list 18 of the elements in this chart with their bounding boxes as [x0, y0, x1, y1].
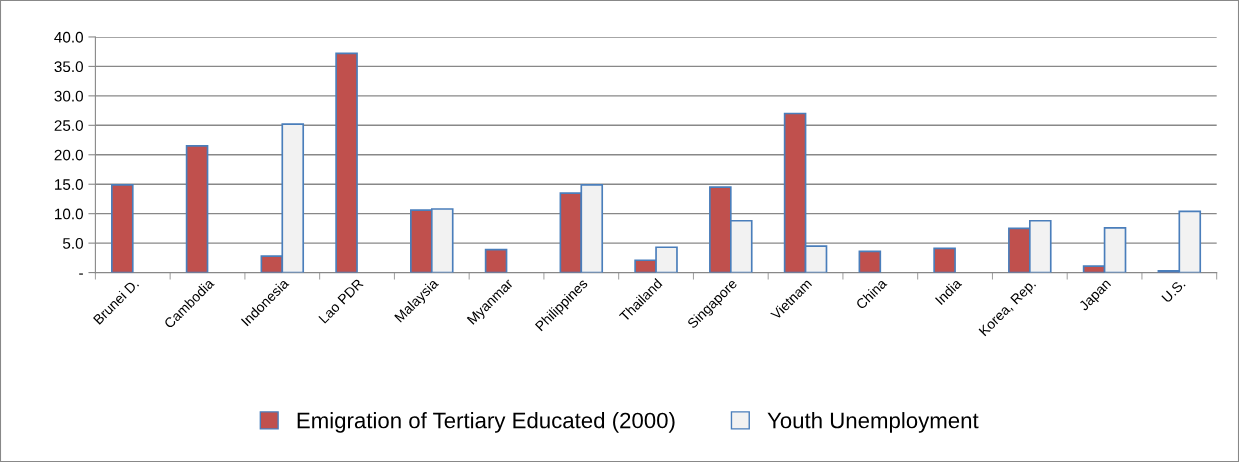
x-tick-label: U.S. [1161, 278, 1186, 303]
bar [335, 52, 358, 273]
bar [858, 250, 882, 273]
y-tick-label: 40.0 [54, 31, 83, 43]
y-tick-label: 15.0 [55, 179, 83, 190]
y-tick-label: 10.0 [55, 208, 83, 220]
bar [933, 247, 956, 273]
bar [185, 145, 209, 273]
bar [484, 248, 508, 273]
y-tick-label: - [79, 273, 83, 275]
y-tick-label: 5.0 [62, 238, 83, 249]
legend-label: Emigration of Tertiary Educated (2000) [297, 412, 675, 433]
y-tick-label: 35.0 [54, 61, 83, 73]
y-tick-label: 20.0 [54, 149, 83, 161]
y-tick-label: 25.0 [54, 120, 83, 131]
legend-label: Youth Unemployment [767, 412, 979, 433]
y-tick-label: 30.0 [54, 90, 83, 102]
bar [111, 183, 134, 273]
